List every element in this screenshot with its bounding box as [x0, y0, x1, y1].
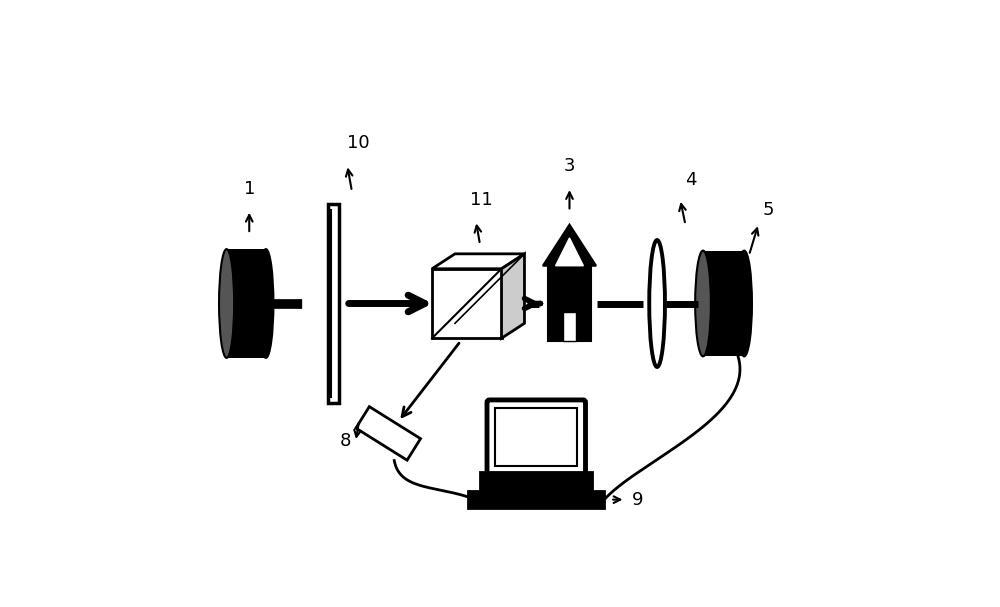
Ellipse shape — [695, 251, 711, 356]
Ellipse shape — [219, 249, 234, 358]
FancyBboxPatch shape — [432, 269, 502, 338]
Ellipse shape — [649, 240, 665, 367]
Ellipse shape — [736, 251, 752, 356]
Polygon shape — [543, 225, 596, 266]
FancyBboxPatch shape — [703, 251, 744, 356]
Polygon shape — [556, 238, 583, 266]
FancyBboxPatch shape — [487, 400, 585, 474]
Text: 10: 10 — [347, 134, 369, 152]
Text: 11: 11 — [470, 191, 493, 209]
Text: 5: 5 — [763, 201, 774, 219]
FancyBboxPatch shape — [468, 491, 604, 508]
Text: 1: 1 — [244, 180, 255, 198]
Polygon shape — [356, 407, 421, 460]
FancyBboxPatch shape — [328, 204, 339, 403]
Polygon shape — [502, 254, 524, 338]
Text: 8: 8 — [340, 432, 352, 450]
FancyBboxPatch shape — [563, 312, 576, 341]
FancyBboxPatch shape — [548, 266, 591, 341]
FancyBboxPatch shape — [495, 409, 577, 466]
Text: 4: 4 — [685, 171, 696, 189]
Text: 3: 3 — [564, 157, 575, 175]
Ellipse shape — [258, 249, 273, 358]
FancyBboxPatch shape — [480, 472, 592, 491]
FancyBboxPatch shape — [227, 249, 266, 358]
Polygon shape — [432, 254, 524, 269]
Text: 9: 9 — [631, 490, 643, 509]
